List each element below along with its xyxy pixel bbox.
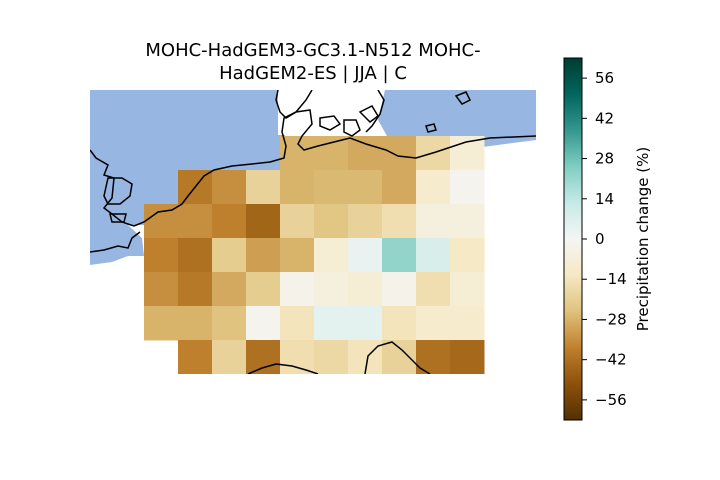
heatmap-cell <box>280 306 315 341</box>
coastline-adriatic <box>247 363 319 374</box>
heatmap-cell <box>212 272 247 307</box>
colorbar-label: Precipitation change (%) <box>634 146 653 332</box>
heatmap-cell <box>348 204 383 239</box>
colorbar: −56 −42 −28 −14 0 14 28 42 56 <box>563 57 627 421</box>
heatmap-cell <box>382 204 417 239</box>
colorbar-tick-label: 0 <box>595 230 605 248</box>
heatmap-cell <box>450 170 485 205</box>
scandinavia-ocean-gap <box>313 104 347 118</box>
heatmap-cell <box>280 136 315 171</box>
heatmap-cell <box>212 306 247 341</box>
heatmap-cell <box>246 306 281 341</box>
heatmap-cell <box>314 204 349 239</box>
heatmap-cell <box>382 340 417 374</box>
heatmap-cell <box>246 170 281 205</box>
coastline-scandinavia <box>275 90 313 119</box>
heatmap-cell <box>450 272 485 307</box>
heatmap-cell <box>246 272 281 307</box>
heatmap-cell <box>450 340 485 374</box>
heatmap-cell <box>382 170 417 205</box>
heatmap-cell <box>348 272 383 307</box>
colorbar-gradient <box>563 57 583 421</box>
heatmap-cell <box>348 136 383 171</box>
heatmap-cell <box>314 272 349 307</box>
heatmap-cell <box>246 204 281 239</box>
heatmap-cell <box>246 340 281 374</box>
heatmap-cell <box>314 136 349 171</box>
heatmap-cell <box>178 340 213 374</box>
heatmap-cell <box>178 272 213 307</box>
colorbar-tick-label: 42 <box>595 109 614 127</box>
heatmap-cell <box>416 272 451 307</box>
coastline-southern <box>364 341 431 374</box>
map-panel <box>90 90 536 374</box>
heatmap-cell <box>382 136 417 171</box>
heatmap-cell <box>212 238 247 273</box>
chart-title-line-1: MOHC-HadGEM3-GC3.1-N512 MOHC- <box>145 40 481 61</box>
heatmap-cell <box>314 306 349 341</box>
heatmap-cell <box>348 170 383 205</box>
heatmap-cell <box>178 204 213 239</box>
heatmap-cell <box>280 238 315 273</box>
heatmap-cell <box>348 306 383 341</box>
heatmap-cell <box>178 238 213 273</box>
colorbar-tick-label: −14 <box>595 270 627 288</box>
heatmap-cell <box>246 238 281 273</box>
western-sea-water <box>90 150 144 265</box>
chart-title-line-2: HadGEM2-ES | JJA | C <box>219 63 407 84</box>
colorbar-tick-label: 28 <box>595 150 614 168</box>
heatmap-cell <box>416 238 451 273</box>
heatmap-cell <box>314 340 349 374</box>
heatmap-cell <box>450 306 485 341</box>
coastline-baltic-islands <box>425 91 472 133</box>
heatmap-cell <box>212 204 247 239</box>
colorbar-tick-label: −56 <box>595 391 627 409</box>
heatmap-cell <box>280 170 315 205</box>
heatmap-cells <box>144 136 485 374</box>
heatmap-cell <box>144 306 179 341</box>
heatmap-cell <box>314 238 349 273</box>
heatmap-cell <box>178 306 213 341</box>
heatmap-cell <box>348 238 383 273</box>
heatmap-cell <box>314 170 349 205</box>
coastline-southern-sweden <box>365 90 385 133</box>
coastline-britain <box>103 177 133 223</box>
heatmap-cell <box>212 170 247 205</box>
heatmap-cell <box>450 204 485 239</box>
coastline-western-inlet <box>90 231 141 253</box>
heatmap-cell <box>144 272 179 307</box>
heatmap-cell <box>382 306 417 341</box>
heatmap-cell <box>450 238 485 273</box>
heatmap-cell <box>416 306 451 341</box>
heatmap-cell <box>212 340 247 374</box>
heatmap-cell <box>280 204 315 239</box>
colorbar-tick-label: −42 <box>595 351 627 369</box>
colorbar-tick-label: 14 <box>595 190 614 208</box>
heatmap-cell <box>280 340 315 374</box>
colorbar-ticks: −56 −42 −28 −14 0 14 28 42 56 <box>582 69 627 409</box>
heatmap-cell <box>382 238 417 273</box>
heatmap-cell <box>416 170 451 205</box>
coastlines <box>90 90 536 374</box>
heatmap-cell <box>144 238 179 273</box>
heatmap-cell <box>280 272 315 307</box>
coastline-mainland <box>90 109 536 227</box>
heatmap-cell <box>382 272 417 307</box>
colorbar-tick-label: −28 <box>595 310 627 328</box>
colorbar-tick-label: 56 <box>595 69 614 87</box>
heatmap-cell <box>416 204 451 239</box>
